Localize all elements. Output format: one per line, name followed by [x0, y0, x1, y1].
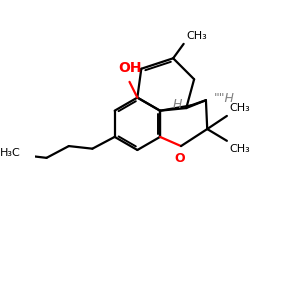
Text: CH₃: CH₃ — [229, 103, 250, 113]
Text: H: H — [172, 98, 182, 111]
Text: CH₃: CH₃ — [187, 31, 208, 41]
Text: OH: OH — [118, 61, 141, 75]
Text: O: O — [174, 152, 185, 165]
Text: ""H: ""H — [214, 92, 235, 105]
Text: CH₃: CH₃ — [229, 144, 250, 154]
Text: H₃C: H₃C — [0, 148, 21, 158]
